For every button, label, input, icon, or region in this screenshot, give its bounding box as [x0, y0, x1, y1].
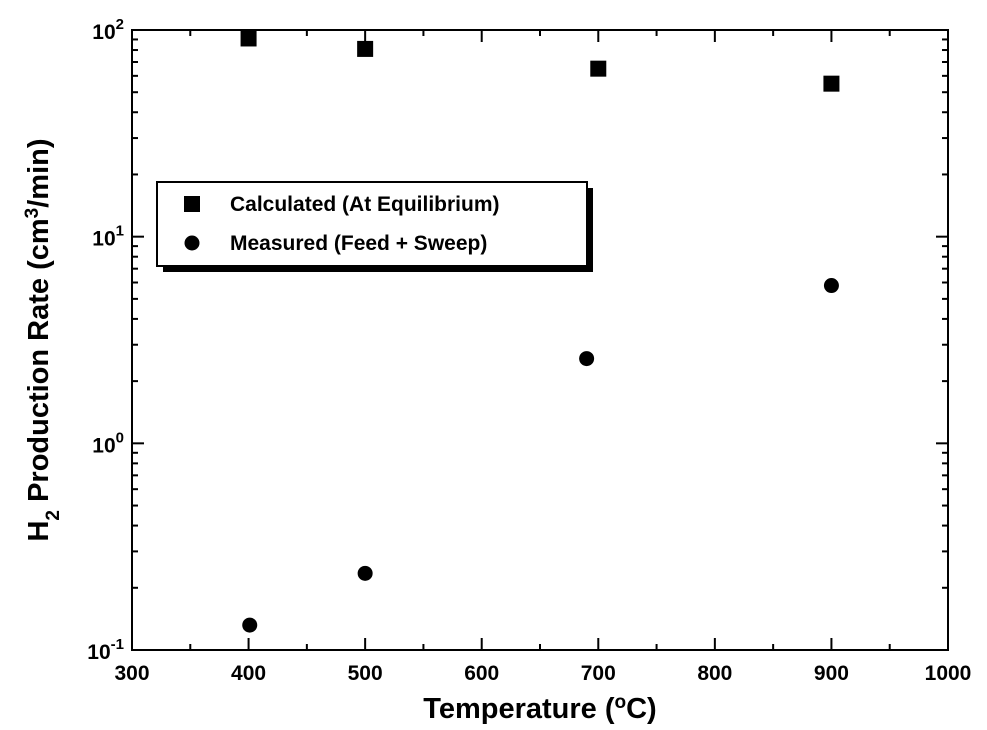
circle-marker — [579, 351, 595, 367]
y-tick-base: 10 — [92, 21, 115, 44]
plot-frame — [131, 29, 949, 651]
y-tick-exponent: 2 — [116, 16, 124, 33]
y-tick-exponent: 1 — [116, 223, 124, 240]
legend-label: Measured (Feed + Sweep) — [230, 232, 487, 255]
y-tick-exponent: -1 — [111, 636, 124, 653]
x-tick-label: 600 — [464, 662, 499, 685]
legend-box — [156, 181, 588, 267]
square-marker — [590, 60, 607, 77]
x-title-part: Temperature ( — [423, 693, 615, 725]
y-title-part: Production Rate (cm — [23, 218, 55, 510]
legend-marker — [184, 196, 200, 212]
x-tick-label: 500 — [348, 662, 383, 685]
y-tick-base: 10 — [92, 434, 115, 457]
x-tick-label: 400 — [231, 662, 266, 685]
x-tick-label: 800 — [697, 662, 732, 685]
y-tick-base: 10 — [92, 228, 115, 251]
legend-marker — [184, 235, 200, 251]
x-axis-title: Temperature (oC) — [423, 692, 656, 726]
y-tick-label: 10-1 — [87, 636, 124, 664]
x-title-sup: o — [615, 692, 627, 713]
x-title-part: C) — [626, 693, 657, 725]
y-tick-exponent: 0 — [116, 429, 124, 446]
x-tick-label: 300 — [114, 662, 149, 685]
y-tick-base: 10 — [87, 641, 110, 664]
y-title-part: /min) — [23, 138, 55, 207]
y-axis-title: H2 Production Rate (cm3/min) — [22, 138, 64, 541]
square-marker — [240, 30, 257, 47]
circle-marker — [242, 617, 258, 633]
x-tick-label: 900 — [814, 662, 849, 685]
y-tick-label: 101 — [92, 223, 124, 251]
x-tick-label: 700 — [581, 662, 616, 685]
y-title-part: H — [23, 521, 55, 542]
square-marker — [823, 75, 840, 92]
circle-marker — [357, 565, 373, 581]
square-marker — [357, 40, 374, 57]
y-tick-label: 100 — [92, 429, 124, 457]
y-tick-label: 102 — [92, 16, 124, 44]
y-title-sup: 3 — [22, 208, 43, 219]
x-tick-label: 1000 — [925, 662, 972, 685]
y-title-sub: 2 — [43, 510, 64, 521]
legend-label: Calculated (At Equilibrium) — [230, 193, 500, 216]
circle-marker — [823, 278, 839, 294]
